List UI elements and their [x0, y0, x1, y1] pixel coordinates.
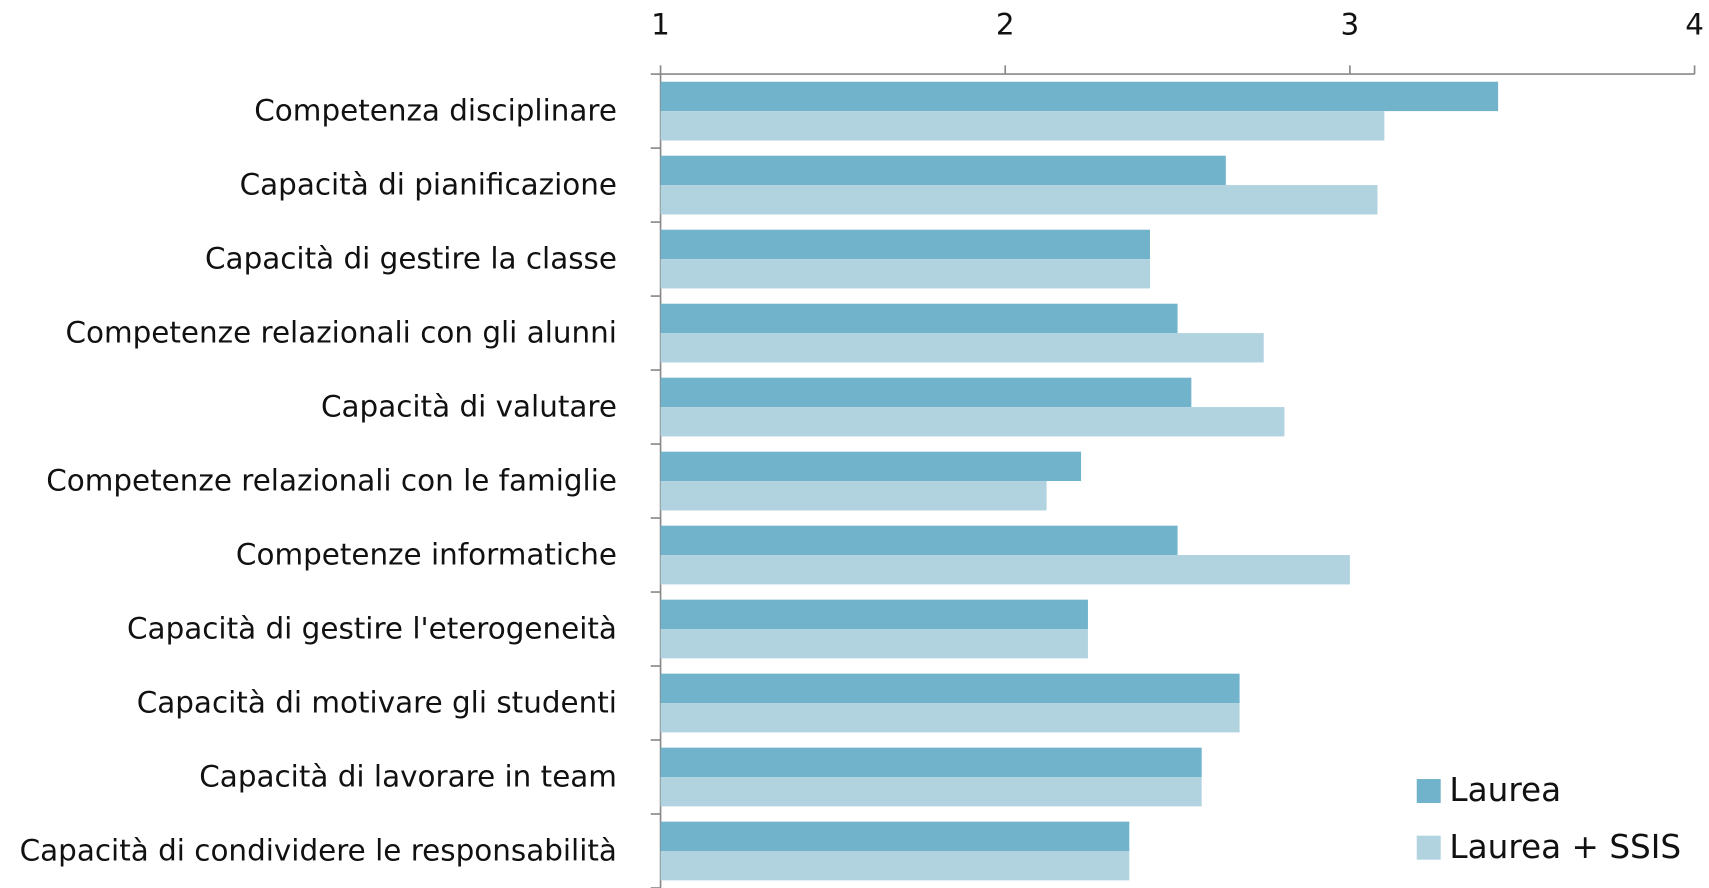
x-tick-label: 1	[651, 8, 670, 42]
bar	[660, 525, 1178, 556]
y-tick-label: Capacità di valutare	[321, 390, 617, 424]
bar	[660, 747, 1202, 778]
y-tick-label: Capacità di condividere le responsabilit…	[20, 834, 617, 868]
bar	[660, 599, 1088, 630]
y-tick-label: Competenze informatiche	[236, 538, 617, 572]
bar	[660, 851, 1130, 881]
bar	[660, 481, 1047, 511]
bar	[660, 111, 1385, 141]
y-tick-label: Competenze relazionali con gli alunni	[65, 316, 617, 350]
x-tick-label: 3	[1341, 8, 1360, 42]
bar	[660, 333, 1264, 363]
x-tick-label: 4	[1685, 8, 1704, 42]
y-tick-label: Competenza disciplinare	[254, 94, 617, 128]
legend-swatch	[1416, 779, 1441, 804]
bar	[660, 629, 1088, 659]
bar	[660, 303, 1178, 334]
y-tick-label: Capacità di gestire l'eterogeneità	[127, 612, 617, 646]
bar	[660, 821, 1130, 852]
bar	[660, 703, 1240, 733]
bar	[660, 259, 1150, 289]
y-tick-label: Capacità di gestire la classe	[205, 242, 617, 276]
bar	[660, 407, 1285, 437]
bar	[660, 451, 1082, 482]
bar	[660, 81, 1499, 112]
bar	[660, 229, 1150, 260]
legend-swatch	[1416, 835, 1441, 860]
legend-label: Laurea	[1449, 771, 1561, 809]
y-tick-label: Capacità di motivare gli studenti	[137, 686, 617, 720]
y-tick-label: Capacità di pianificazione	[240, 168, 617, 202]
y-tick-label: Capacità di lavorare in team	[199, 760, 617, 794]
x-tick-label: 2	[996, 8, 1015, 42]
bar	[660, 555, 1350, 585]
bar	[660, 673, 1240, 704]
bar	[660, 777, 1202, 807]
legend-label: Laurea + SSIS	[1449, 828, 1681, 866]
bar	[660, 155, 1226, 186]
y-tick-label: Competenze relazionali con le famiglie	[46, 464, 617, 498]
bar	[660, 185, 1378, 215]
bar	[660, 377, 1192, 408]
